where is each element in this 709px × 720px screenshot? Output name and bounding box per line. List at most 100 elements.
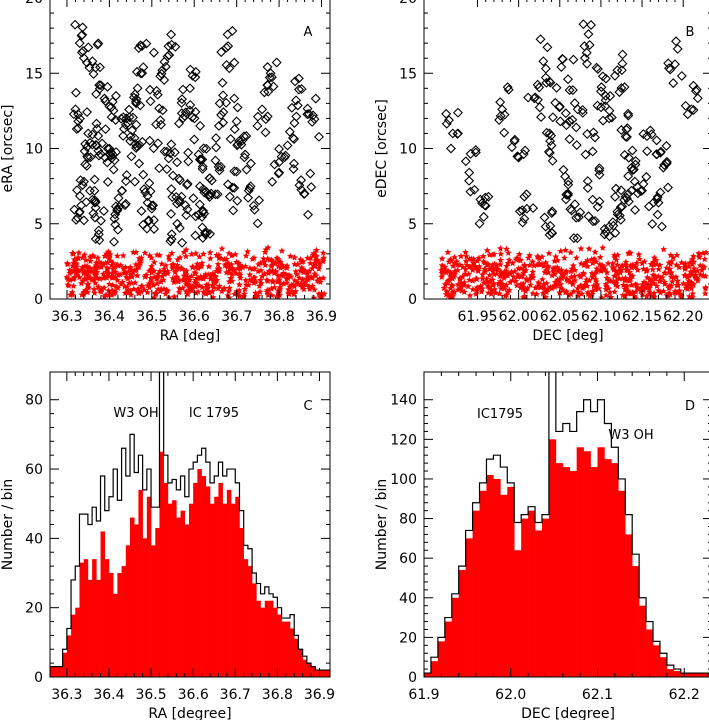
- star-point: [487, 290, 495, 297]
- star-point: [193, 260, 201, 267]
- star-point: [591, 286, 599, 293]
- diamond-point: [452, 128, 463, 139]
- star-point: [125, 268, 132, 275]
- star-point: [301, 267, 309, 274]
- diamond-point: [299, 188, 310, 199]
- diamond-point: [567, 85, 578, 96]
- filled-bar: [569, 471, 577, 677]
- diamond-point: [520, 145, 531, 156]
- star-point: [533, 283, 541, 291]
- star-point: [283, 264, 291, 271]
- star-point: [66, 291, 74, 298]
- star-point: [216, 282, 223, 290]
- star-point: [701, 255, 709, 263]
- star-point: [84, 288, 91, 296]
- diamond-point: [210, 189, 221, 200]
- diamond-point: [587, 216, 598, 227]
- diamond-point: [108, 105, 119, 116]
- diamond-point: [671, 36, 682, 47]
- diamond-point: [97, 138, 108, 149]
- diamond-point: [545, 77, 556, 88]
- diamond-point: [502, 82, 513, 93]
- diamond-point: [180, 200, 191, 211]
- diamond-point: [646, 129, 657, 140]
- star-point: [220, 285, 227, 293]
- annotation-w3oh: W3 OH: [608, 428, 653, 443]
- star-point: [526, 251, 533, 259]
- star-point: [124, 275, 132, 282]
- star-point: [474, 266, 482, 273]
- star-point: [526, 261, 534, 269]
- filled-bar: [260, 607, 266, 677]
- star-point: [162, 261, 170, 269]
- star-point: [145, 280, 153, 287]
- filled-bar: [625, 534, 633, 677]
- diamond-point: [284, 126, 295, 137]
- diamond-point: [627, 145, 638, 156]
- diamond-point: [221, 42, 232, 53]
- diamond-point: [213, 161, 224, 172]
- diamond-point: [70, 87, 81, 98]
- y-tick-label: 20: [399, 630, 417, 646]
- star-point: [260, 255, 267, 262]
- star-point: [120, 265, 127, 272]
- star-point: [198, 283, 206, 291]
- star-point: [225, 287, 233, 295]
- star-point: [299, 276, 307, 283]
- diamond-point: [595, 86, 606, 97]
- diamond-point: [293, 84, 304, 95]
- diamond-point: [100, 124, 111, 135]
- diamond-point: [91, 118, 102, 129]
- y-axis-label: Number / bin: [374, 479, 390, 571]
- star-point: [162, 286, 170, 294]
- star-point: [491, 260, 498, 267]
- filled-bar: [653, 645, 661, 677]
- diamond-point: [229, 124, 240, 135]
- star-point: [315, 265, 323, 272]
- diamond-point: [460, 156, 471, 167]
- star-point: [444, 267, 452, 274]
- star-point: [700, 263, 708, 271]
- diamond-point: [529, 93, 540, 104]
- diamond-point: [84, 137, 95, 148]
- star-point: [628, 264, 636, 271]
- diamond-point: [572, 233, 583, 244]
- diamond-point: [540, 72, 551, 83]
- diamond-point: [642, 146, 653, 157]
- star-point: [164, 267, 172, 275]
- diamond-point: [106, 102, 117, 113]
- star-point: [298, 258, 306, 266]
- star-point: [92, 274, 100, 281]
- star-point: [500, 274, 508, 281]
- star-point: [134, 285, 142, 293]
- diamond-point: [474, 218, 485, 229]
- star-point: [91, 269, 99, 276]
- star-point: [567, 273, 575, 280]
- diamond-point: [594, 165, 605, 176]
- filled-bar: [100, 531, 106, 677]
- y-tick-label: 15: [25, 66, 43, 82]
- diamond-point: [139, 184, 150, 195]
- filled-bar: [130, 517, 135, 677]
- diamond-point: [682, 109, 693, 120]
- filled-bar: [201, 475, 207, 677]
- diamond-point: [610, 70, 620, 81]
- y-tick-label: 15: [399, 66, 417, 82]
- star-point: [698, 266, 706, 274]
- x-tick-label: 36.5: [136, 309, 167, 325]
- star-point: [145, 283, 153, 291]
- star-point: [575, 271, 583, 279]
- diamond-point: [271, 57, 282, 68]
- filled-bar: [134, 524, 139, 677]
- diamond-point: [291, 95, 302, 106]
- star-point: [643, 292, 651, 299]
- star-point: [304, 273, 312, 280]
- filled-bar: [87, 579, 93, 677]
- diamond-point: [89, 174, 100, 185]
- filled-bar: [472, 510, 480, 677]
- filled-bar: [694, 673, 702, 677]
- star-point: [515, 250, 523, 258]
- diamond-point: [239, 152, 250, 163]
- filled-bar: [618, 490, 626, 677]
- star-point: [159, 276, 167, 283]
